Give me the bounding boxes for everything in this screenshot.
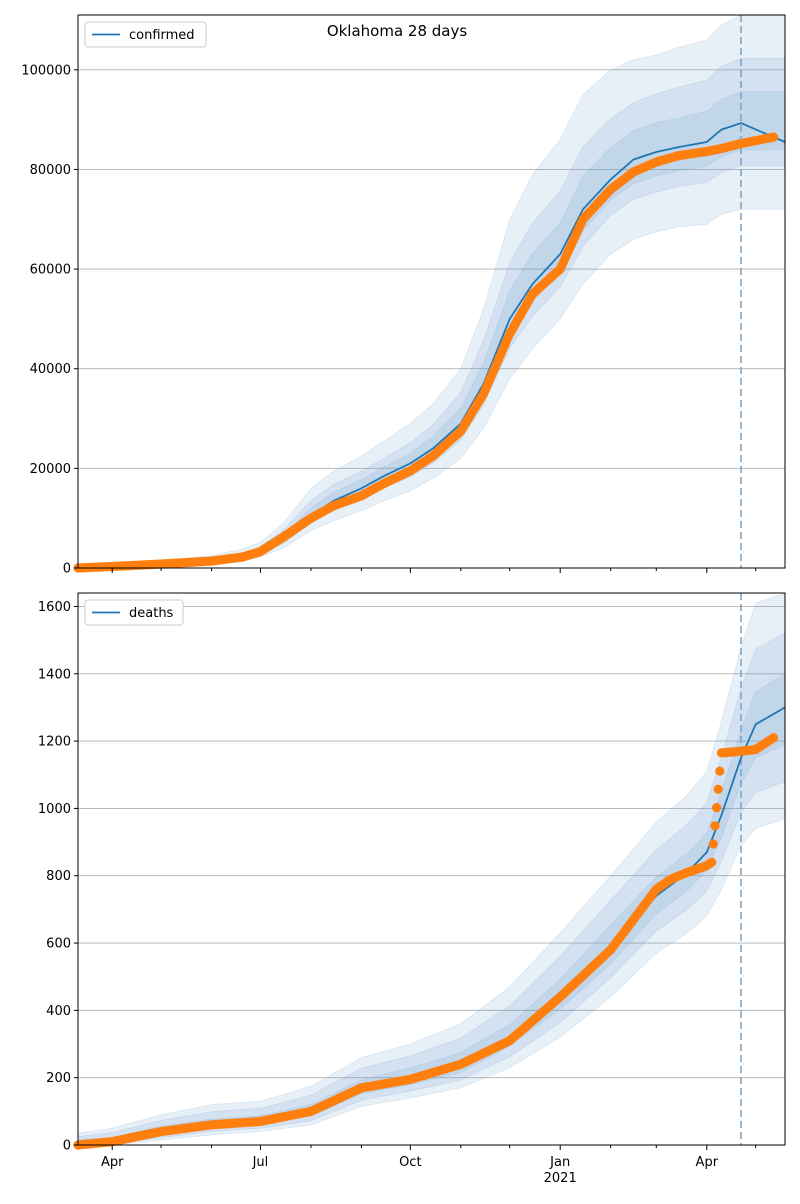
- y-tick-label: 600: [46, 937, 71, 952]
- y-tick-label: 100000: [21, 63, 71, 78]
- y-tick-label: 0: [63, 562, 71, 577]
- x-tick-label: Oct: [399, 1155, 421, 1170]
- confirmed-uncertainty-bands: [77, 14, 786, 569]
- y-tick-label: 20000: [30, 462, 71, 477]
- confirmed-legend[interactable]: confirmed: [84, 21, 207, 48]
- confirmed-axes-frame: [77, 14, 786, 569]
- x-tick-label: Jul: [252, 1155, 269, 1170]
- deaths-y-axis: 0 200 400 600 800 1000 1200 1400 1600: [38, 600, 78, 1154]
- inner-band: [77, 91, 786, 569]
- y-tick-label: 400: [46, 1004, 71, 1019]
- confirmed-gridlines: [78, 69, 785, 469]
- confirmed-observed-points: [73, 132, 779, 573]
- deaths-panel: 0 200 400 600 800 1000 1200 1400 1600 Apr Jul Oct J…: [38, 592, 786, 1186]
- deaths-legend-label: deaths: [129, 606, 174, 621]
- confirmed-panel: 0 20000 40000 60000 80000 100000 confirmed Ok…: [21, 14, 786, 577]
- deaths-legend-box: [84, 599, 184, 626]
- confirmed-y-axis: 0 20000 40000 60000 80000 100000: [21, 63, 78, 577]
- observed-point: [708, 839, 718, 849]
- y-tick-label: 40000: [30, 362, 71, 377]
- deaths-axes-frame: [77, 592, 786, 1146]
- observed-point: [769, 132, 779, 142]
- y-tick-label: 200: [46, 1071, 71, 1086]
- chart-title: Oklahoma 28 days: [327, 22, 468, 40]
- observed-point: [710, 821, 720, 831]
- x-tick-label: Apr: [101, 1155, 124, 1170]
- y-tick-label: 1000: [38, 802, 71, 817]
- deaths-uncertainty-bands: [77, 592, 786, 1146]
- confirmed-legend-box: [84, 21, 207, 48]
- deaths-gridlines: [78, 606, 785, 1079]
- confirmed-x-axis: [111, 568, 757, 573]
- y-tick-label: 1600: [38, 600, 71, 615]
- y-tick-label: 1400: [38, 667, 71, 682]
- observed-point: [712, 803, 722, 813]
- deaths-x-axis: Apr Jul Oct Jan Apr: [101, 1145, 757, 1170]
- observed-point: [707, 857, 717, 867]
- x-axis-year-label: 2021: [544, 1171, 577, 1186]
- x-tick-label: Jan: [549, 1155, 570, 1170]
- observed-point: [715, 766, 725, 776]
- deaths-legend[interactable]: deaths: [84, 599, 184, 626]
- y-tick-label: 60000: [30, 263, 71, 278]
- observed-point: [769, 733, 779, 743]
- y-tick-label: 0: [63, 1139, 71, 1154]
- y-tick-label: 80000: [30, 163, 71, 178]
- observed-point: [713, 784, 723, 794]
- y-tick-label: 800: [46, 869, 71, 884]
- x-tick-label: Apr: [696, 1155, 719, 1170]
- y-tick-label: 1200: [38, 735, 71, 750]
- confirmed-legend-label: confirmed: [129, 28, 195, 43]
- deaths-observed-points: [73, 733, 779, 1150]
